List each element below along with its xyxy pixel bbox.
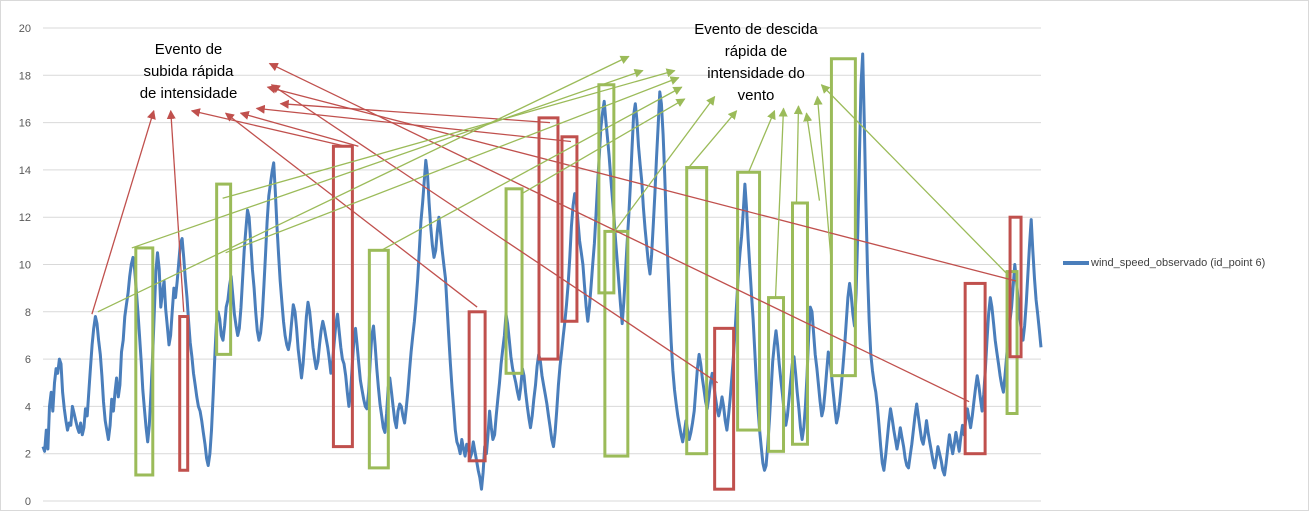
green-event-box [367,248,390,470]
red-event-box [467,310,487,463]
green-event-box [1005,270,1019,415]
red-event-arrow [239,110,359,147]
annotation-rise-line-2: subida rápida [143,63,234,80]
green-event-arrow [131,68,644,249]
green-event-arrow [793,105,803,204]
chart-legend: wind_speed_observado (id_point 6) [1063,257,1265,269]
y-tick-label: 10 [19,260,31,272]
green-event-arrow [747,109,776,173]
green-event-arrow [97,55,630,313]
red-event-arrow [91,109,156,315]
y-tick-label: 14 [19,165,31,177]
y-tick-label: 18 [19,70,31,82]
series-line-wind-speed [41,52,1043,491]
red-event-box [713,326,736,491]
green-event-arrow [381,86,683,251]
green-event-box [685,166,709,456]
annotation-fall-line-1: Evento de descida [694,21,818,38]
green-event-arrow [612,95,716,235]
legend-swatch [1063,261,1089,265]
red-event-box [178,315,190,472]
green-event-arrow [820,84,1008,275]
green-event-arrow [521,98,686,195]
red-event-arrow [224,112,478,308]
red-event-box [537,116,560,361]
y-tick-label: 2 [25,449,31,461]
red-event-arrow [279,99,551,124]
y-tick-label: 4 [25,401,31,413]
y-axis-ticks: 0 2 4 6 8 10 12 14 16 18 20 [19,23,31,508]
red-event-arrow [190,108,346,147]
green-event-box [504,187,524,375]
y-tick-label: 6 [25,354,31,366]
annotation-rise-event: Evento de subida rápida de intensidade [126,39,251,105]
green-event-arrow [222,68,676,199]
y-tick-label: 12 [19,212,31,224]
green-event-arrow [686,110,738,171]
annotation-rise-line-1: Evento de [154,41,223,58]
series-layer [41,52,1043,491]
green-event-arrow [225,76,680,254]
green-event-box [215,182,233,356]
event-arrows [91,55,1017,403]
red-event-box [1008,215,1023,359]
red-event-arrow [268,62,970,403]
legend-label: wind_speed_observado (id_point 6) [1091,257,1266,269]
y-tick-label: 0 [25,496,31,508]
green-event-box [829,57,857,378]
green-event-arrow [803,112,821,201]
red-event-arrow [166,109,185,312]
red-event-arrow [270,84,719,384]
red-event-box [963,281,987,456]
annotation-fall-line-3: intensidade do [707,65,805,82]
annotation-fall-line-4: vento [737,87,775,104]
annotation-fall-event: Evento de descida rápida de intensidade … [681,19,831,107]
annotation-fall-line-2: rápida de [724,43,788,60]
green-event-arrow [813,95,833,265]
y-tick-label: 20 [19,23,31,35]
green-event-arrow [774,107,788,298]
y-tick-label: 16 [19,118,31,130]
red-event-arrow [266,84,1017,282]
y-tick-label: 8 [25,307,31,319]
annotation-rise-line-3: de intensidade [139,85,238,102]
event-boxes [134,57,1023,491]
green-event-box [134,246,155,477]
red-event-box [560,135,579,323]
